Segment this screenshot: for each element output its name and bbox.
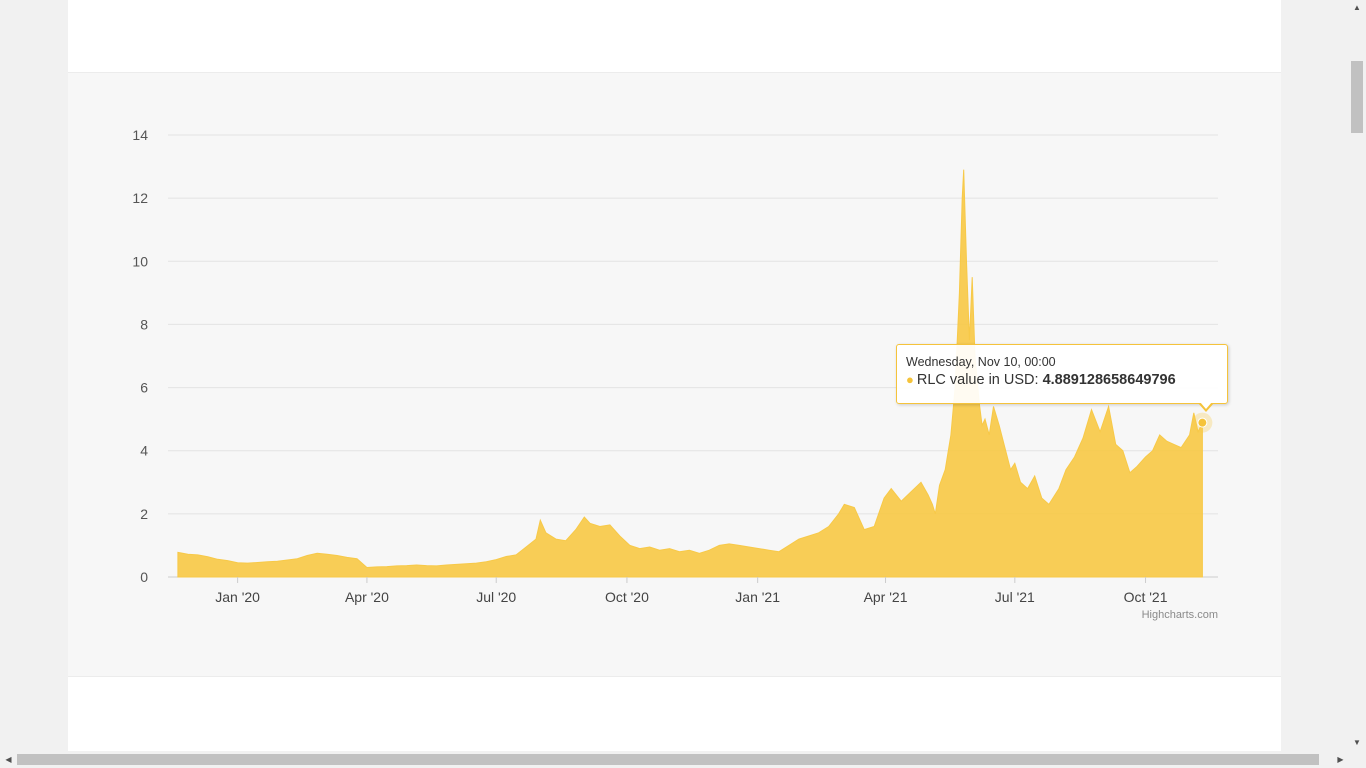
tooltip-value: 4.889128658649796 — [1042, 372, 1176, 388]
x-tick-label: Apr '20 — [345, 589, 389, 605]
y-tick-label: 2 — [140, 506, 148, 522]
x-tick-label: Jan '20 — [215, 589, 260, 605]
grid-layer — [168, 134, 1218, 578]
vertical-scroll-thumb[interactable] — [1351, 61, 1363, 133]
hover-point-marker[interactable] — [1197, 417, 1208, 428]
area-series-rlc[interactable] — [177, 169, 1203, 578]
page-content: 0 2 4 6 8 10 12 14 Jan '20 Apr '20 Jul '20 Oct '20 J… — [68, 0, 1281, 751]
x-tick-label: Oct '21 — [1124, 589, 1168, 605]
x-tick-label: Apr '21 — [864, 589, 908, 605]
tooltip-row: ● RLC value in USD: 4.889128658649796 — [906, 372, 1217, 388]
horizontal-scrollbar[interactable]: ◀ ▶ — [0, 751, 1366, 768]
vertical-scrollbar[interactable]: ▲ ▼ — [1348, 0, 1366, 751]
y-tick-label: 14 — [132, 127, 148, 143]
series-dot-icon: ● — [906, 372, 914, 387]
x-tick-label: Jul '20 — [476, 589, 516, 605]
chart-svg[interactable]: 0 2 4 6 8 10 12 14 Jan '20 Apr '20 Jul '20 Oct '20 J… — [68, 73, 1281, 676]
highcharts-credit[interactable]: Highcharts.com — [1142, 609, 1218, 621]
price-chart[interactable]: 0 2 4 6 8 10 12 14 Jan '20 Apr '20 Jul '20 Oct '20 J… — [68, 72, 1281, 677]
area-layer — [177, 169, 1203, 578]
tooltip-date: Wednesday, Nov 10, 00:00 — [906, 355, 1056, 369]
x-tick-label: Oct '20 — [605, 589, 649, 605]
horizontal-scroll-thumb[interactable] — [17, 754, 1319, 765]
axis-layer: 0 2 4 6 8 10 12 14 Jan '20 Apr '20 Jul '20 Oct '20 J… — [132, 127, 1167, 605]
y-tick-label: 8 — [140, 316, 148, 332]
scroll-right-arrow-icon[interactable]: ▶ — [1337, 755, 1344, 764]
scroll-left-arrow-icon[interactable]: ◀ — [5, 755, 12, 764]
x-tick-label: Jul '21 — [995, 589, 1035, 605]
scroll-down-arrow-icon[interactable]: ▼ — [1353, 738, 1361, 747]
marker-layer — [1192, 412, 1213, 433]
y-tick-label: 12 — [132, 190, 148, 206]
y-tick-label: 0 — [140, 569, 148, 585]
tooltip-series-label: RLC value in USD: — [916, 372, 1039, 388]
x-tick-label: Jan '21 — [735, 589, 780, 605]
y-tick-label: 10 — [132, 253, 148, 269]
chart-tooltip: Wednesday, Nov 10, 00:00 ● RLC value in U… — [896, 344, 1228, 404]
y-tick-label: 4 — [140, 443, 148, 459]
y-tick-label: 6 — [140, 380, 148, 396]
tooltip-pointer — [1198, 402, 1214, 412]
scroll-up-arrow-icon[interactable]: ▲ — [1353, 3, 1361, 12]
